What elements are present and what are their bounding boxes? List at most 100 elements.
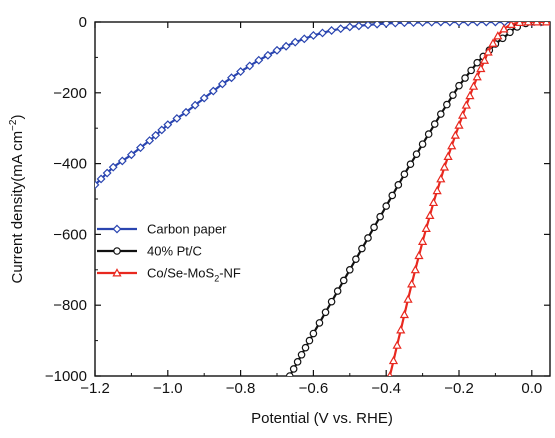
data-point: [436, 22, 446, 27]
data-point: [333, 287, 342, 295]
data-point: [409, 22, 418, 27]
data-point: [436, 110, 445, 118]
data-point: [95, 180, 100, 190]
data-point: [461, 100, 471, 109]
series-1: [285, 22, 550, 376]
legend-item: 40% Pt/C: [97, 244, 202, 259]
data-point: [363, 22, 373, 30]
series-2: [387, 22, 550, 376]
data-point: [414, 250, 424, 260]
data-point: [345, 22, 355, 32]
data-point: [358, 244, 366, 253]
data-point: [479, 55, 490, 64]
data-point: [315, 319, 324, 327]
data-point: [449, 91, 457, 99]
data-point: [354, 22, 364, 31]
data-point: [289, 365, 298, 373]
data-point: [421, 223, 431, 232]
data-point: [467, 66, 475, 75]
data-point: [403, 294, 413, 303]
data-point: [490, 22, 500, 27]
data-point: [126, 150, 136, 160]
data-point: [473, 58, 482, 67]
data-point: [443, 151, 453, 160]
x-tick-label: −1.2: [80, 380, 110, 397]
data-point: [541, 22, 550, 26]
data-point: [145, 136, 155, 146]
data-point: [412, 150, 421, 158]
data-point: [532, 22, 542, 26]
data-point: [308, 31, 318, 40]
data-point: [254, 55, 264, 65]
data-point: [108, 162, 118, 172]
data-point: [394, 181, 403, 189]
data-point: [392, 340, 402, 349]
data-point: [381, 22, 391, 28]
data-point: [281, 41, 291, 51]
data-point: [463, 22, 473, 27]
y-tick-label: −200: [53, 85, 87, 102]
data-point: [301, 343, 310, 352]
data-point: [297, 350, 306, 359]
x-tick-label: 0.0: [521, 380, 542, 397]
x-tick-label: −0.2: [444, 380, 474, 397]
data-point: [352, 255, 360, 263]
data-point: [327, 297, 336, 306]
data-point: [208, 86, 218, 96]
data-point: [424, 130, 433, 138]
legend-label: Carbon paper: [147, 222, 227, 237]
data-point: [500, 22, 509, 27]
data-point: [236, 67, 246, 77]
data-point: [461, 74, 469, 82]
data-point: [336, 24, 346, 34]
legend-item: Carbon paper: [97, 222, 227, 237]
data-point: [327, 26, 337, 35]
legend-item: Co/Se-MoS2-NF: [97, 266, 241, 284]
legend-label: 40% Pt/C: [147, 244, 202, 259]
data-point: [117, 156, 127, 166]
data-point: [425, 210, 435, 219]
series-0: [95, 22, 550, 190]
x-tick-label: −0.6: [299, 380, 329, 397]
data-point: [387, 371, 393, 376]
data-point: [181, 107, 191, 117]
data-point: [199, 93, 209, 103]
data-point: [321, 308, 330, 317]
data-point: [290, 37, 300, 47]
data-point: [458, 110, 468, 119]
data-point: [465, 90, 475, 100]
data-point: [136, 143, 145, 153]
data-point: [439, 162, 450, 171]
data-point: [245, 61, 255, 71]
data-point: [272, 45, 282, 55]
data-point: [407, 279, 417, 288]
series-line: [388, 22, 550, 376]
data-point: [227, 73, 236, 83]
data-point: [163, 120, 173, 130]
legend-marker: [112, 224, 122, 234]
data-point: [263, 50, 273, 60]
tick-labels: −1.2 −1.0 −0.8 −0.6 −0.4 −0.2 0.0 0 −200 −400 −600…: [45, 14, 542, 397]
data-point: [217, 79, 227, 89]
data-point: [447, 141, 457, 150]
x-tick-label: −0.4: [371, 380, 401, 397]
data-point: [388, 355, 399, 365]
series-line: [288, 22, 550, 376]
data-point: [102, 168, 112, 178]
data-point: [499, 24, 509, 33]
data-point: [428, 197, 439, 207]
data-point: [506, 22, 516, 28]
x-tick-label: −1.0: [153, 380, 183, 397]
data-point: [410, 264, 420, 274]
data-point: [382, 202, 391, 210]
data-point: [493, 31, 503, 40]
data-point: [388, 191, 397, 200]
data-point: [370, 223, 378, 232]
series-layer: [95, 22, 550, 376]
data-point: [96, 174, 106, 184]
y-tick-label: −400: [53, 156, 87, 173]
data-point: [345, 265, 354, 274]
y-tick-label: 0: [79, 14, 87, 31]
data-point: [376, 212, 384, 221]
data-point: [305, 336, 314, 345]
